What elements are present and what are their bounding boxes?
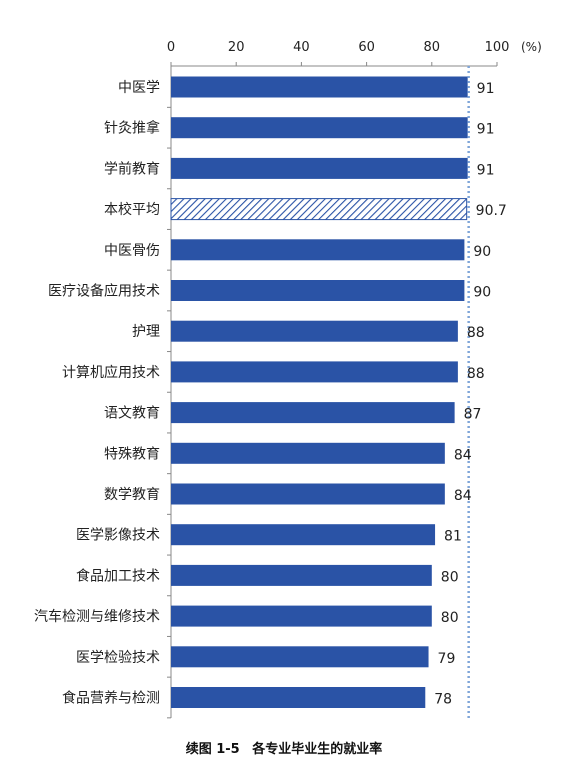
bar [171, 605, 432, 627]
data-label: 90.7 [476, 203, 507, 219]
bar [171, 157, 468, 179]
x-tick-label: 20 [228, 40, 245, 55]
data-label: 88 [467, 366, 485, 382]
data-label: 80 [441, 610, 459, 626]
category-label: 医学影像技术 [76, 528, 160, 544]
data-label: 84 [454, 488, 472, 504]
data-label: 88 [467, 325, 485, 341]
data-label: 80 [441, 569, 459, 585]
bar [171, 687, 426, 708]
bar-school-average [170, 198, 468, 221]
figure-number: 续图 1-5 [185, 742, 240, 757]
category-label: 语文教育 [104, 406, 160, 422]
data-label: 90 [473, 285, 491, 301]
x-tick-label: 80 [424, 40, 441, 55]
bar [171, 402, 455, 424]
bar [171, 564, 432, 586]
category-label: 护理 [132, 324, 160, 340]
bars-layer [170, 76, 468, 708]
x-tick-label: 60 [358, 40, 375, 55]
bar [171, 483, 445, 505]
data-label: 81 [444, 529, 462, 545]
category-label: 中医学 [118, 80, 160, 96]
figure-caption: 续图 1-5 各专业毕业生的就业率 [0, 738, 568, 757]
x-tick-label: 100 [485, 40, 510, 55]
data-label: 84 [454, 447, 472, 463]
category-label: 特殊教育 [104, 446, 160, 462]
data-label: 90 [473, 244, 491, 260]
bar [171, 280, 465, 301]
data-label: 78 [434, 692, 452, 708]
bar [171, 76, 468, 98]
data-label: 79 [438, 651, 456, 667]
bar [171, 442, 445, 464]
bar [171, 646, 429, 668]
category-label: 食品营养与检测 [62, 690, 160, 707]
data-label: 91 [477, 162, 495, 178]
x-unit-label: (%) [521, 40, 542, 54]
bar [171, 117, 468, 139]
category-label: 中医骨伤 [104, 243, 160, 259]
category-label: 汽车检测与维修技术 [34, 608, 160, 625]
category-label: 数学教育 [104, 487, 160, 503]
category-label: 医疗设备应用技术 [48, 283, 160, 300]
category-label: 医学检验技术 [76, 650, 160, 666]
bar [171, 239, 465, 261]
category-label: 针灸推拿 [104, 120, 160, 137]
data-label: 91 [477, 122, 495, 138]
data-label: 87 [464, 407, 482, 423]
figure-title: 各专业毕业生的就业率 [252, 742, 383, 757]
label-layer: 中医学 91 针灸推拿 91 学前教育 91 本校平均 90.7 中医骨伤 90 医疗设备应用技术 9… [34, 80, 507, 708]
category-label: 学前教育 [104, 160, 160, 177]
bar [171, 361, 458, 383]
bar [171, 320, 458, 342]
category-label: 本校平均 [104, 201, 160, 218]
x-tick-label: 40 [293, 40, 310, 55]
data-label: 91 [477, 81, 495, 97]
x-tick-label: 0 [167, 40, 175, 55]
bar [171, 524, 436, 546]
category-label: 计算机应用技术 [62, 364, 160, 381]
category-label: 食品加工技术 [76, 567, 160, 584]
